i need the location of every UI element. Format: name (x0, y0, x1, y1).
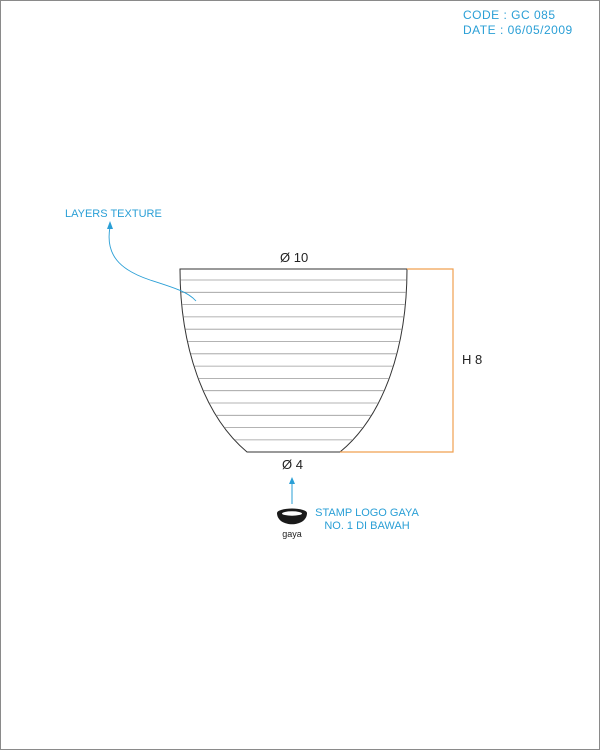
code-label: CODE : GC 085 (463, 8, 556, 22)
cup-outline (179, 268, 408, 453)
texture-layers (181, 279, 406, 441)
cup (179, 268, 408, 453)
stamp-note-line2: NO. 1 DI BAWAH (324, 520, 409, 532)
height-dimension-line (340, 268, 454, 453)
top-diameter-label: Ø 10 (280, 250, 308, 265)
date-label: DATE : 06/05/2009 (463, 23, 573, 37)
texture-callout-line (108, 226, 197, 302)
texture-arrow-head (107, 221, 113, 229)
stamp-note-line1: STAMP LOGO GAYA (315, 507, 419, 519)
gaya-logo: gaya (277, 508, 307, 539)
logo-text: gaya (282, 529, 302, 539)
layers-texture-label: LAYERS TEXTURE (65, 208, 162, 220)
stamp-arrow-head (289, 477, 295, 484)
bottom-diameter-label: Ø 4 (282, 457, 303, 472)
height-label: H 8 (462, 352, 482, 367)
